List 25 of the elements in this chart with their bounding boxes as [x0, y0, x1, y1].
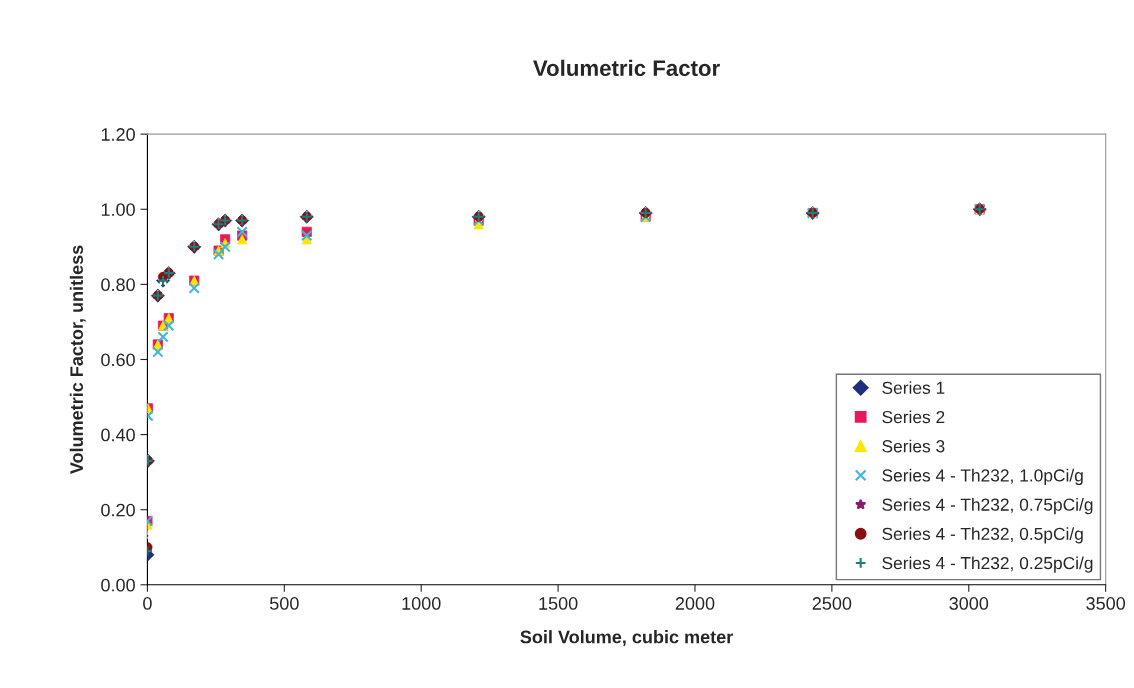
y-tick-label: 0.40 [101, 428, 135, 442]
chart-title: Volumetric Factor [533, 59, 720, 77]
x-tick-label: 2000 [675, 597, 715, 610]
y-tick-label: 0.20 [101, 503, 135, 517]
x-axis-title: Soil Volume, cubic meter [520, 630, 733, 646]
legend-label: Series 3 [882, 439, 945, 453]
x-tick-label: 1000 [402, 597, 441, 610]
x-tick-label: 2500 [812, 597, 852, 610]
x-tick-label: 3000 [949, 597, 989, 610]
legend-label: Series 2 [882, 410, 945, 424]
x-tick-label: 1500 [539, 597, 578, 610]
y-tick-label: 0.80 [101, 278, 135, 292]
legend-label: Series 4 - Th232, 0.5pCi/g [882, 527, 1083, 544]
legend-label: Series 4 - Th232, 0.25pCi/g [882, 556, 1093, 573]
y-tick-label: 0.60 [101, 353, 135, 367]
legend-label: Series 1 [882, 381, 945, 394]
y-axis-title: Volumetric Factor, unitless [69, 245, 86, 475]
legend-label: Series 4 - Th232, 1.0pCi/g [882, 468, 1083, 486]
x-tick-label: 3500 [1086, 597, 1126, 610]
y-tick-label: 1.20 [101, 128, 135, 141]
x-tick-label: 500 [269, 597, 299, 610]
y-tick-label: 0.00 [101, 578, 135, 592]
y-tick-label: 1.00 [101, 203, 135, 216]
x-tick-label: 0 [143, 597, 152, 610]
legend-label: Series 4 - Th232, 0.75pCi/g [882, 498, 1093, 515]
